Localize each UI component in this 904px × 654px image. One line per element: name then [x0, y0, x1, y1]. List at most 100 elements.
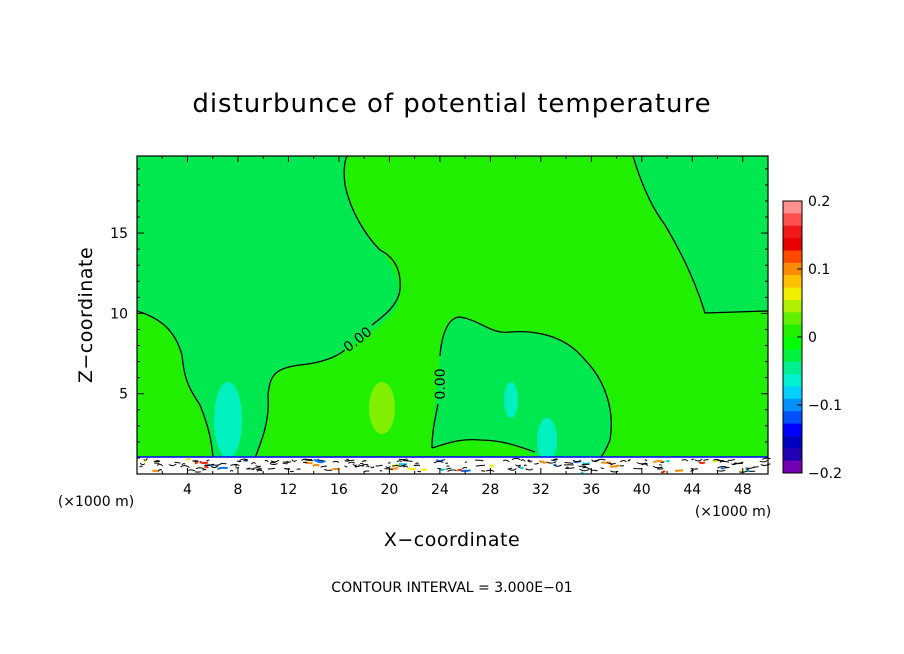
surface-noise-stroke — [660, 470, 666, 474]
surface-noise-stroke — [681, 459, 689, 462]
colorbar-swatch — [783, 299, 802, 313]
colorbar-swatch — [783, 423, 802, 437]
surface-noise-stroke — [407, 467, 417, 471]
surface-noise-stroke — [347, 461, 355, 464]
contour-line-center — [254, 155, 401, 459]
surface-noise-stroke — [181, 463, 186, 466]
colorbar-swatch — [783, 460, 802, 474]
surface-noise-stroke — [239, 458, 249, 462]
x-tick-label: 12 — [280, 482, 298, 498]
surface-noise-stroke — [332, 467, 340, 471]
surface-noise-stroke — [515, 464, 521, 467]
surface-noise-stroke — [440, 468, 446, 471]
surface-noise-stroke — [232, 463, 240, 466]
surface-noise-stroke — [527, 460, 533, 463]
colorbar-swatch — [783, 287, 802, 301]
surface-noise-stroke — [384, 468, 393, 471]
surface-noise-stroke — [151, 469, 160, 473]
surface-noise-stroke — [291, 459, 297, 462]
contour-label-2: 0.00 — [433, 368, 449, 399]
surface-noise-stroke — [619, 464, 624, 467]
surface-noise-stroke — [220, 462, 227, 465]
surface-noise-stroke — [344, 465, 348, 468]
surface-noise-stroke — [542, 461, 547, 465]
cool-blob-3 — [504, 382, 518, 418]
colorbar-tick-label: 0.2 — [808, 194, 830, 210]
surface-noise-stroke — [186, 458, 191, 462]
x-tick-label: 8 — [233, 482, 242, 498]
surface-noise-stroke — [354, 465, 360, 468]
surface-noise-stroke — [210, 465, 219, 469]
colorbar-swatch — [783, 250, 802, 264]
surface-noise-stroke — [415, 462, 419, 465]
surface-noise-stroke — [565, 467, 575, 469]
x-unit-right: (×1000 m) — [695, 504, 771, 520]
contour-interval-note: CONTOUR INTERVAL = 3.000E−01 — [331, 580, 572, 596]
surface-noise-stroke — [157, 469, 163, 472]
colorbar-swatch — [783, 386, 802, 400]
surface-noise-stroke — [554, 464, 562, 467]
surface-noise-stroke — [564, 462, 574, 464]
surface-noise-stroke — [312, 463, 320, 467]
surface-noise-stroke — [315, 459, 326, 464]
field-negative-left — [137, 156, 400, 458]
surface-noise-stroke — [180, 465, 190, 469]
colorbar-tick-label: −0.2 — [808, 466, 842, 482]
surface-noise-stroke — [523, 464, 527, 467]
surface-noise-stroke — [609, 464, 620, 468]
surface-noise-stroke — [441, 458, 446, 461]
surface-noise-stroke — [525, 468, 534, 471]
surface-noise-stroke — [517, 465, 521, 468]
x-axis-title: X−coordinate — [384, 529, 520, 551]
surface-noise-stroke — [264, 459, 269, 463]
surface-noise-stroke — [652, 459, 663, 464]
surface-noise-stroke — [508, 468, 517, 471]
surface-noise-stroke — [727, 458, 735, 461]
surface-noise-stroke — [475, 464, 485, 467]
surface-noise-stroke — [435, 459, 443, 462]
colorbar-swatch — [783, 238, 802, 251]
surface-noise-stroke — [511, 457, 521, 461]
surface-noise-stroke — [610, 470, 619, 473]
x-tick-label: 16 — [330, 482, 348, 498]
surface-noise-stroke — [665, 459, 671, 463]
surface-noise-stroke — [366, 465, 370, 468]
surface-noise-stroke — [464, 461, 468, 463]
surface-noise-stroke — [155, 460, 160, 463]
surface-noise-stroke — [344, 459, 351, 462]
surface-noise-stroke — [139, 465, 143, 468]
colorbar-swatch — [783, 374, 802, 387]
cool-blob-2 — [537, 418, 557, 462]
surface-noise-stroke — [572, 459, 582, 463]
x-tick-label: 48 — [734, 482, 752, 498]
surface-noise-layer — [137, 456, 771, 475]
surface-noise-stroke — [396, 460, 403, 463]
surface-noise-stroke — [168, 463, 177, 467]
surface-noise-stroke — [717, 466, 728, 469]
surface-noise-stroke — [460, 469, 471, 472]
surface-noise-stroke — [420, 468, 427, 472]
surface-noise-stroke — [698, 461, 706, 465]
surface-noise-stroke — [690, 467, 698, 470]
surface-noise-stroke — [375, 464, 383, 467]
chart-title: disturbunce of potential temperature — [192, 89, 711, 119]
contour-line-topright — [632, 155, 769, 314]
surface-noise-stroke — [675, 469, 684, 472]
surface-noise-stroke — [385, 466, 391, 469]
surface-noise-stroke — [153, 462, 160, 465]
surface-noise-stroke — [579, 468, 590, 472]
surface-noise-stroke — [596, 458, 606, 461]
field-negative-topright — [633, 156, 768, 313]
surface-noise-stroke — [520, 459, 526, 462]
surface-noise-stroke — [582, 466, 590, 470]
surface-noise-stroke — [734, 461, 744, 464]
y-axis-title: Z−coordinate — [75, 247, 97, 383]
x-tick-label: 32 — [532, 482, 550, 498]
plot-area: 0.00 0.00 — [136, 155, 771, 475]
x-tick-label: 4 — [183, 482, 192, 498]
colorbar-swatch — [783, 361, 802, 375]
surface-noise-stroke — [282, 462, 288, 465]
colorbar-tick-label: 0.1 — [808, 262, 830, 278]
surface-noise-stroke — [379, 470, 383, 472]
